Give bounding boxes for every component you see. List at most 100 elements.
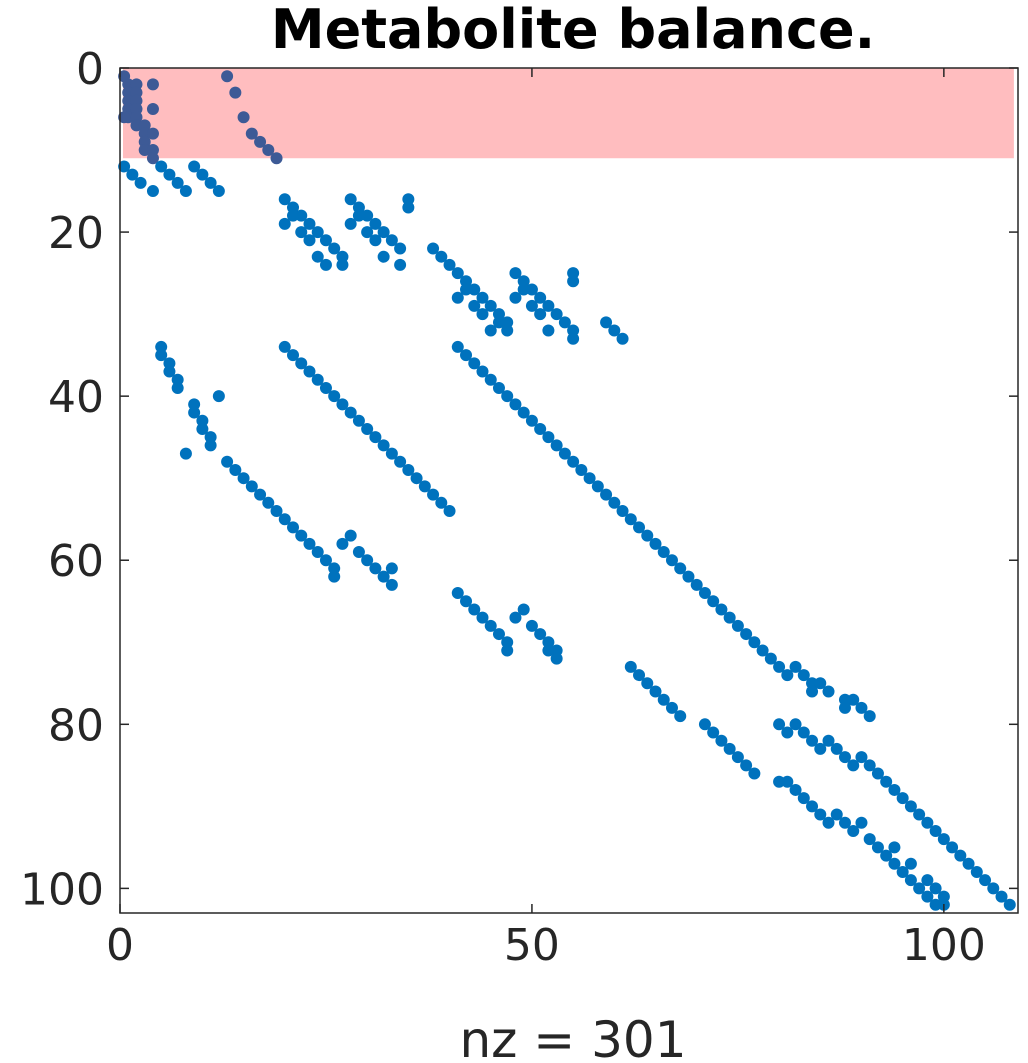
data-point (204, 176, 217, 189)
data-point (723, 742, 736, 755)
data-point (946, 841, 959, 854)
data-point (476, 611, 489, 624)
data-point (501, 316, 514, 329)
data-point (674, 710, 687, 723)
data-point (188, 406, 201, 419)
data-point (287, 209, 300, 222)
data-point (138, 127, 151, 140)
data-point (838, 693, 851, 706)
data-point (138, 119, 151, 132)
data-point (410, 472, 423, 485)
data-point (806, 734, 819, 747)
data-point (130, 119, 143, 132)
data-point (789, 718, 802, 731)
data-point (707, 726, 720, 739)
data-point (476, 291, 489, 304)
data-point (657, 546, 670, 559)
y-tick-label: 100 (20, 864, 104, 915)
data-point (731, 619, 744, 632)
data-point (319, 258, 332, 271)
data-point (550, 652, 563, 665)
data-point (262, 496, 275, 509)
data-point (847, 759, 860, 772)
data-point (484, 373, 497, 386)
data-point (748, 636, 761, 649)
data-point (657, 693, 670, 706)
data-point (830, 742, 843, 755)
data-point (904, 800, 917, 813)
data-point (492, 628, 505, 641)
data-point (509, 398, 522, 411)
data-point (781, 726, 794, 739)
data-point (204, 431, 217, 444)
data-point (492, 308, 505, 321)
data-point (295, 226, 308, 239)
data-point (937, 890, 950, 903)
data-point (130, 94, 143, 107)
data-point (542, 636, 555, 649)
data-point (385, 578, 398, 591)
data-point (501, 390, 514, 403)
data-point (492, 381, 505, 394)
data-point (509, 291, 522, 304)
data-point (616, 332, 629, 345)
data-point (336, 250, 349, 263)
data-point (748, 767, 761, 780)
data-point (929, 898, 942, 911)
data-point (567, 275, 580, 288)
data-point (542, 431, 555, 444)
data-point (822, 685, 835, 698)
data-point (517, 603, 530, 616)
data-point (542, 299, 555, 312)
data-point (212, 390, 225, 403)
data-point (970, 865, 983, 878)
data-point (608, 496, 621, 509)
data-point (451, 587, 464, 600)
data-point (303, 537, 316, 550)
data-point (352, 201, 365, 214)
data-point (212, 185, 225, 198)
data-point (287, 349, 300, 362)
data-point (484, 299, 497, 312)
data-point (773, 775, 786, 788)
data-point (468, 299, 481, 312)
data-point (525, 299, 538, 312)
data-point (130, 103, 143, 116)
data-point (188, 160, 201, 173)
data-point (962, 857, 975, 870)
data-point (756, 644, 769, 657)
data-point (665, 701, 678, 714)
data-point (377, 250, 390, 263)
data-point (311, 250, 324, 263)
data-point (501, 644, 514, 657)
data-point (122, 86, 135, 99)
data-point (987, 882, 1000, 895)
data-point (715, 603, 728, 616)
data-point (278, 513, 291, 526)
data-point (361, 422, 374, 435)
data-point (319, 381, 332, 394)
data-point (385, 562, 398, 575)
data-point (501, 636, 514, 649)
data-point (806, 677, 819, 690)
data-point (723, 611, 736, 624)
data-point (418, 480, 431, 493)
data-point (913, 808, 926, 821)
data-point (534, 308, 547, 321)
data-point (460, 283, 473, 296)
data-point (838, 701, 851, 714)
x-tick-label: 100 (902, 920, 986, 971)
x-tick-label: 0 (106, 920, 134, 971)
data-point (525, 283, 538, 296)
y-tick-label: 80 (48, 700, 104, 751)
data-point (600, 488, 613, 501)
data-point (344, 217, 357, 230)
data-point (904, 874, 917, 887)
data-point (138, 135, 151, 148)
data-point (814, 742, 827, 755)
data-point (773, 718, 786, 731)
data-point (171, 381, 184, 394)
data-point (806, 800, 819, 813)
data-point (146, 144, 159, 157)
data-point (534, 291, 547, 304)
